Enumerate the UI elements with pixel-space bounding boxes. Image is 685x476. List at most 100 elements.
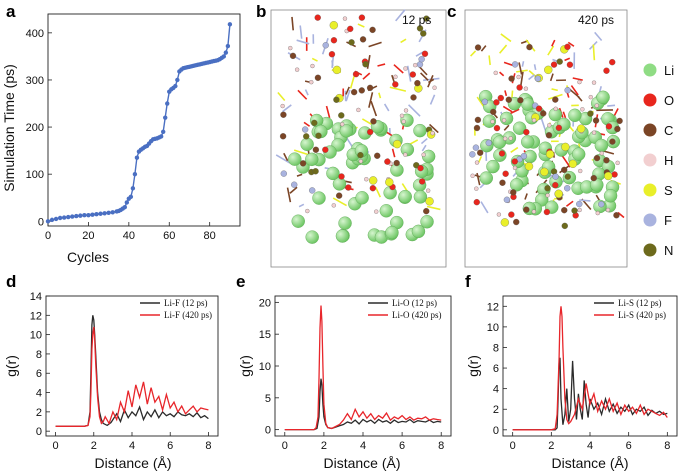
bond: [391, 74, 395, 82]
atom: [550, 61, 558, 68]
data-point: [161, 129, 166, 134]
atom: [358, 87, 365, 94]
atom-key-label: S: [664, 183, 673, 198]
li-atom: [521, 135, 535, 149]
atom: [499, 179, 506, 186]
x-tick-label: 0: [510, 440, 516, 452]
atom: [615, 160, 620, 165]
bond: [572, 77, 583, 81]
atom: [605, 207, 611, 213]
x-tick-label: 60: [163, 230, 175, 242]
data-point: [158, 134, 164, 139]
atom: [291, 181, 298, 188]
atom: [508, 75, 515, 82]
atom: [345, 184, 352, 191]
data-point: [74, 213, 79, 219]
li-atom: [411, 224, 426, 239]
atom: [591, 130, 597, 135]
bond: [311, 57, 318, 62]
li-atom: [355, 191, 369, 205]
atom: [510, 189, 517, 196]
data-point: [57, 215, 63, 221]
data-point: [221, 54, 227, 59]
li-atom: [512, 121, 527, 135]
data-point: [173, 83, 178, 89]
bond: [393, 64, 404, 74]
bond: [296, 173, 303, 177]
y-tick-label: 12: [487, 301, 499, 313]
bond: [406, 65, 412, 82]
bond: [477, 155, 483, 163]
data-point: [53, 216, 59, 222]
atom: [328, 51, 336, 58]
atom: [598, 201, 605, 208]
li-atom: [420, 215, 434, 229]
panel-letter-c: c: [447, 2, 456, 21]
x-axis-label: Distance (Å): [323, 455, 400, 471]
atom: [605, 123, 613, 130]
y-tick-label: 2: [493, 404, 499, 416]
bond: [283, 152, 289, 162]
bond: [528, 74, 536, 81]
x-tick-label: 20: [82, 230, 94, 242]
bond: [426, 205, 441, 211]
atom: [358, 159, 363, 164]
bond: [562, 111, 567, 119]
y-axis-label: g(r): [465, 355, 481, 377]
snapshot-time-label-c: 420 ps: [578, 13, 614, 27]
atom: [547, 123, 552, 128]
bond: [277, 92, 286, 101]
atom: [358, 14, 366, 21]
bond: [275, 154, 291, 164]
atom: [588, 95, 593, 100]
panel-letter-d: d: [6, 272, 16, 291]
li-atom: [571, 147, 586, 161]
atom: [614, 125, 621, 133]
li-atom: [492, 135, 507, 149]
atom: [420, 30, 427, 37]
x-tick-label: 40: [123, 230, 135, 242]
atom: [280, 170, 287, 177]
atom: [418, 56, 425, 63]
atom: [599, 151, 604, 156]
bond: [378, 92, 382, 99]
atom: [393, 74, 398, 79]
atom: [545, 193, 550, 198]
atom: [511, 158, 518, 165]
atom: [315, 132, 322, 139]
atom: [485, 139, 492, 147]
atom: [469, 151, 476, 158]
x-tick-label: 80: [204, 230, 216, 242]
atom: [409, 71, 416, 78]
y-tick-label: 14: [30, 291, 42, 303]
atom: [421, 50, 429, 57]
atom: [609, 59, 616, 66]
x-tick-label: 6: [399, 440, 405, 452]
bond: [304, 89, 309, 96]
bond: [421, 144, 427, 152]
atom: [357, 152, 364, 159]
atom: [526, 43, 533, 51]
atom: [493, 99, 500, 106]
atom: [367, 128, 374, 136]
atom: [333, 96, 340, 103]
bond: [503, 61, 513, 67]
bond: [420, 137, 428, 145]
li-atom: [335, 229, 350, 243]
legend-label: Li-F (12 ps): [164, 298, 208, 308]
bond: [547, 45, 555, 56]
chart-simulation-time: 0 20 40 60 80 0 100 200 300 400 Cycles Simulation T…: [1, 13, 241, 265]
atom: [417, 165, 424, 172]
data-point: [122, 204, 128, 210]
atom: [310, 63, 315, 69]
atom: [384, 158, 391, 165]
data-point: [102, 211, 107, 216]
y-tick-label: 8: [36, 349, 42, 361]
atom: [576, 124, 586, 133]
bond: [617, 211, 625, 219]
bond: [499, 71, 505, 77]
atom: [338, 173, 345, 180]
li-atom: [305, 152, 319, 167]
li-atom: [312, 191, 326, 205]
atom: [553, 106, 558, 111]
